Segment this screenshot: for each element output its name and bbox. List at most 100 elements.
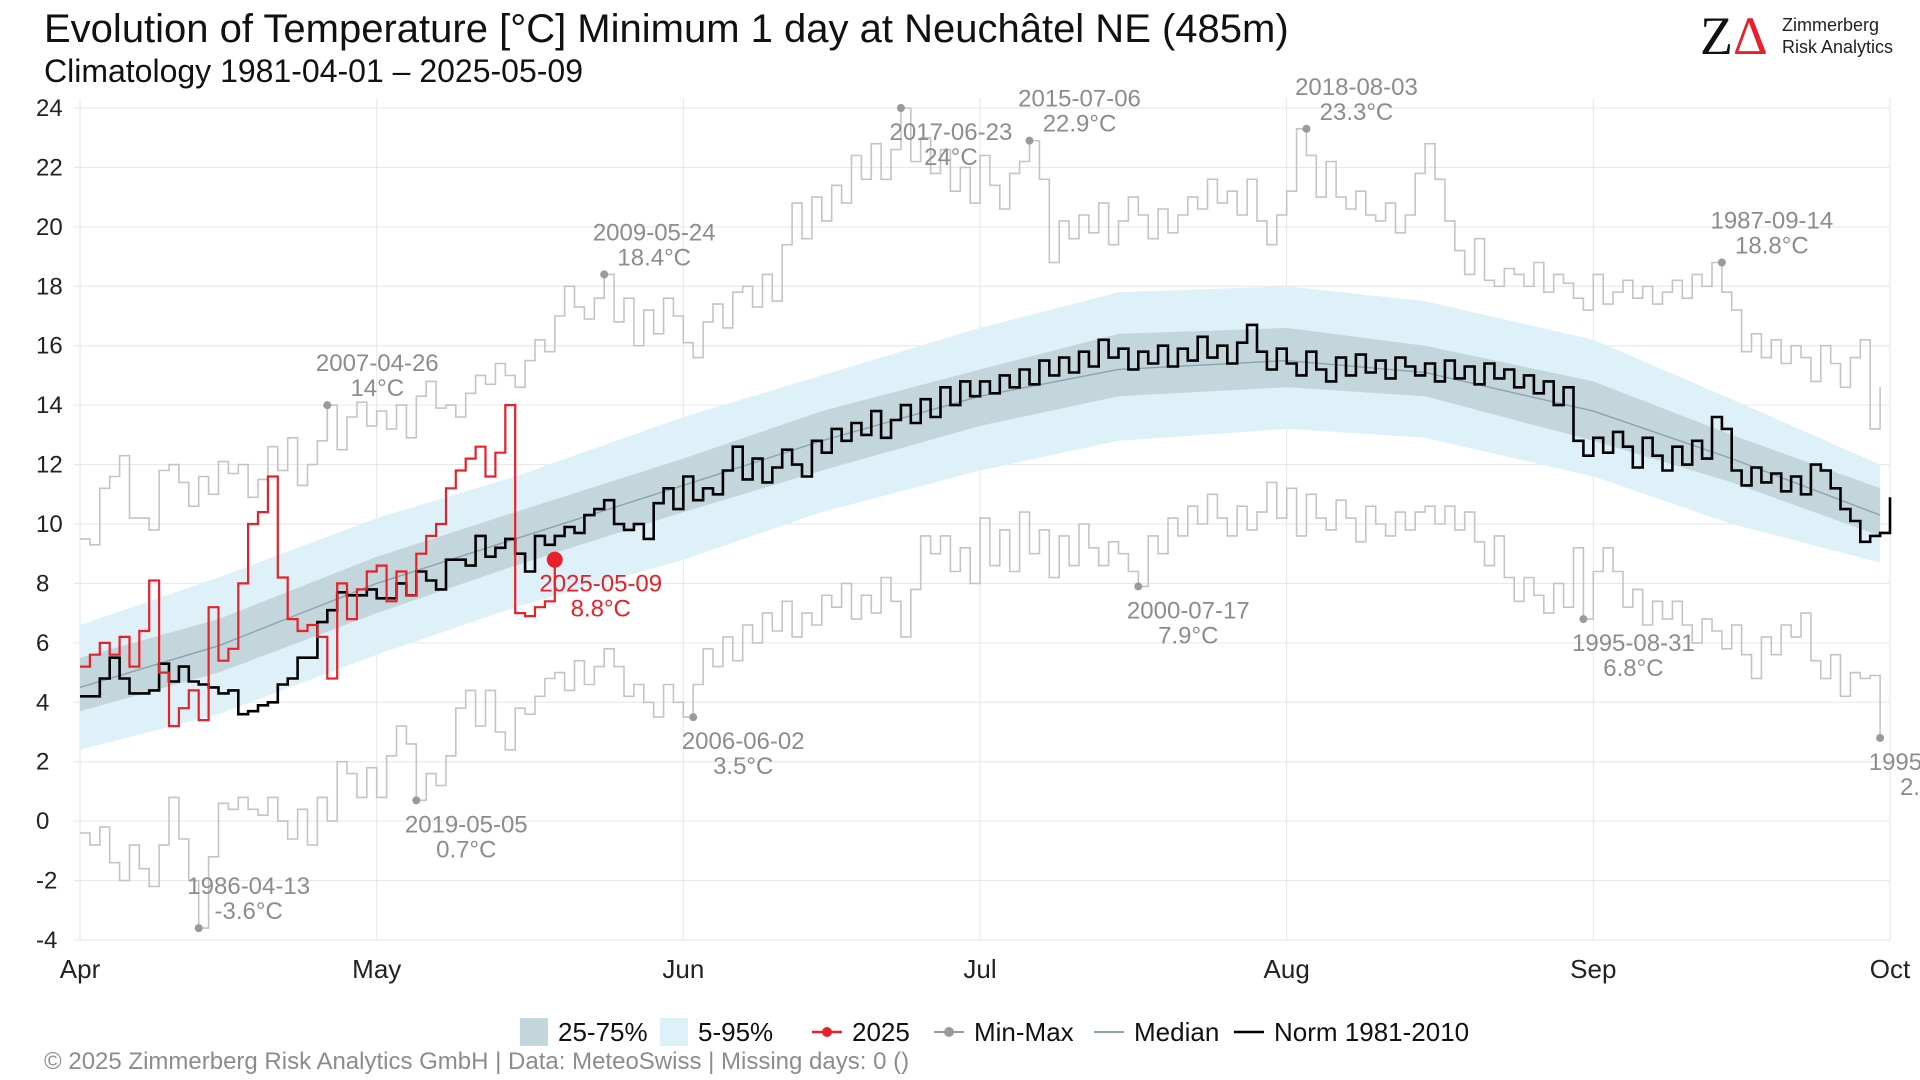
record-point — [1717, 258, 1726, 267]
record-value-label: 2.8°C — [1900, 774, 1920, 801]
legend-item-p90: 5-95% — [660, 1012, 773, 1052]
record-value-label: 23.3°C — [1320, 99, 1394, 126]
y-tick-label: 2 — [36, 749, 49, 776]
logo-line-2: Risk Analytics — [1782, 37, 1894, 57]
current-year-line — [80, 404, 556, 728]
record-date-label: 1995-08-31 — [1572, 630, 1695, 657]
record-point — [1025, 136, 1034, 145]
record-value-label: 3.5°C — [713, 753, 773, 780]
y-tick-label: 14 — [36, 392, 63, 419]
record-date-label: 2017-06-23 — [890, 119, 1013, 146]
record-value-label: 14°C — [350, 375, 404, 402]
record-value-label: 24°C — [924, 144, 978, 171]
record-point — [323, 401, 332, 410]
record-point — [600, 270, 609, 279]
legend-swatch-p90 — [660, 1018, 688, 1046]
legend-swatch-current — [812, 1027, 842, 1037]
record-date-label: 1986-04-13 — [187, 873, 310, 900]
legend-label: Norm 1981-2010 — [1274, 1016, 1470, 1047]
legend-swatch-median — [1094, 1031, 1124, 1033]
logo-line-1: Zimmerberg — [1782, 15, 1880, 35]
record-date-label: 2019-05-05 — [405, 811, 528, 838]
y-tick-label: 12 — [36, 452, 63, 479]
series-lines — [79, 107, 1892, 929]
record-date-label: 1987-09-14 — [1710, 208, 1833, 235]
record-point — [896, 104, 905, 112]
grid — [74, 98, 1891, 941]
legend-item-minmax: Min-Max — [934, 1012, 1074, 1052]
legend-swatch-iqr — [520, 1018, 548, 1046]
chart-title: Evolution of Temperature [°C] Minimum 1 … — [44, 7, 1289, 51]
x-tick-label: Jun — [662, 954, 704, 984]
record-point — [1302, 124, 1311, 133]
y-tick-label: -2 — [36, 868, 57, 895]
x-tick-label: Apr — [60, 954, 101, 984]
legend: 25-75% 5-95% 2025 Min-Max Median Norm 1981-20… — [0, 1012, 1920, 1052]
record-point — [689, 713, 698, 722]
legend-item-current: 2025 — [812, 1012, 910, 1052]
band-25-75 — [80, 327, 1881, 712]
logo-text: Zimmerberg Risk Analytics — [1782, 14, 1893, 58]
record-date-label: 2007-04-26 — [316, 350, 439, 377]
y-tick-label: 4 — [36, 689, 49, 716]
y-tick-label: 22 — [36, 154, 63, 181]
y-tick-label: -4 — [36, 927, 57, 954]
x-tick-label: Sep — [1570, 954, 1616, 984]
record-point — [412, 796, 421, 805]
record-min-line — [80, 481, 1881, 929]
record-date-label: 2018-08-03 — [1295, 74, 1418, 101]
footer-credits: © 2025 Zimmerberg Risk Analytics GmbH | … — [44, 1048, 910, 1075]
legend-swatch-norm — [1234, 1030, 1264, 1034]
company-logo: ZΔ Zimmerberg Risk Analytics — [1700, 6, 1910, 66]
record-value-label: 0.7°C — [436, 836, 496, 863]
record-point — [1579, 615, 1588, 624]
legend-label: Min-Max — [974, 1016, 1074, 1047]
y-tick-label: 16 — [36, 333, 63, 360]
legend-label: 5-95% — [698, 1016, 774, 1047]
record-value-label: 6.8°C — [1603, 655, 1663, 682]
record-point — [1134, 582, 1143, 591]
logo-mark: ZΔ — [1700, 6, 1768, 66]
legend-label: Median — [1134, 1016, 1220, 1047]
band-5-95 — [80, 286, 1881, 750]
norm-1981-2010-line — [80, 323, 1892, 716]
record-value-label: 7.9°C — [1158, 622, 1218, 649]
legend-label: 25-75% — [558, 1016, 648, 1047]
record-value-label: -3.6°C — [215, 898, 283, 925]
legend-item-norm: Norm 1981-2010 — [1234, 1012, 1469, 1052]
y-tick-label: 20 — [36, 214, 63, 241]
y-tick-label: 6 — [36, 630, 49, 657]
record-point — [194, 924, 203, 933]
chart-subtitle: Climatology 1981-04-01 – 2025-05-09 — [44, 53, 584, 89]
x-tick-label: Jul — [963, 954, 996, 984]
x-tick-label: Aug — [1264, 954, 1310, 984]
y-tick-label: 8 — [36, 570, 49, 597]
x-tick-label: May — [352, 954, 401, 984]
record-value-label: 18.8°C — [1735, 233, 1809, 260]
record-date-label: 2015-07-06 — [1018, 86, 1141, 113]
current-date-label: 2025-05-09 — [539, 571, 662, 598]
y-tick-label: 18 — [36, 273, 63, 300]
record-date-label: 2009-05-24 — [593, 219, 716, 246]
y-tick-label: 24 — [36, 95, 63, 122]
record-value-label: 22.9°C — [1043, 111, 1117, 138]
record-max-line — [80, 107, 1881, 546]
legend-label: 2025 — [852, 1016, 910, 1047]
current-value-label: 8.8°C — [571, 596, 631, 623]
percentile-bands — [80, 286, 1881, 750]
record-date-label: 2006-06-02 — [682, 728, 805, 755]
legend-item-median: Median — [1094, 1012, 1219, 1052]
x-tick-label: Oct — [1870, 954, 1911, 984]
record-point — [1876, 733, 1885, 742]
y-tick-label: 0 — [36, 808, 49, 835]
current-point — [546, 551, 563, 568]
record-date-label: 2000-07-17 — [1127, 597, 1250, 624]
record-date-label: 1995-09-30 — [1869, 749, 1920, 776]
y-tick-label: 10 — [36, 511, 63, 538]
legend-item-iqr: 25-75% — [520, 1012, 648, 1052]
legend-swatch-minmax — [934, 1027, 964, 1037]
record-value-label: 18.4°C — [617, 244, 691, 271]
